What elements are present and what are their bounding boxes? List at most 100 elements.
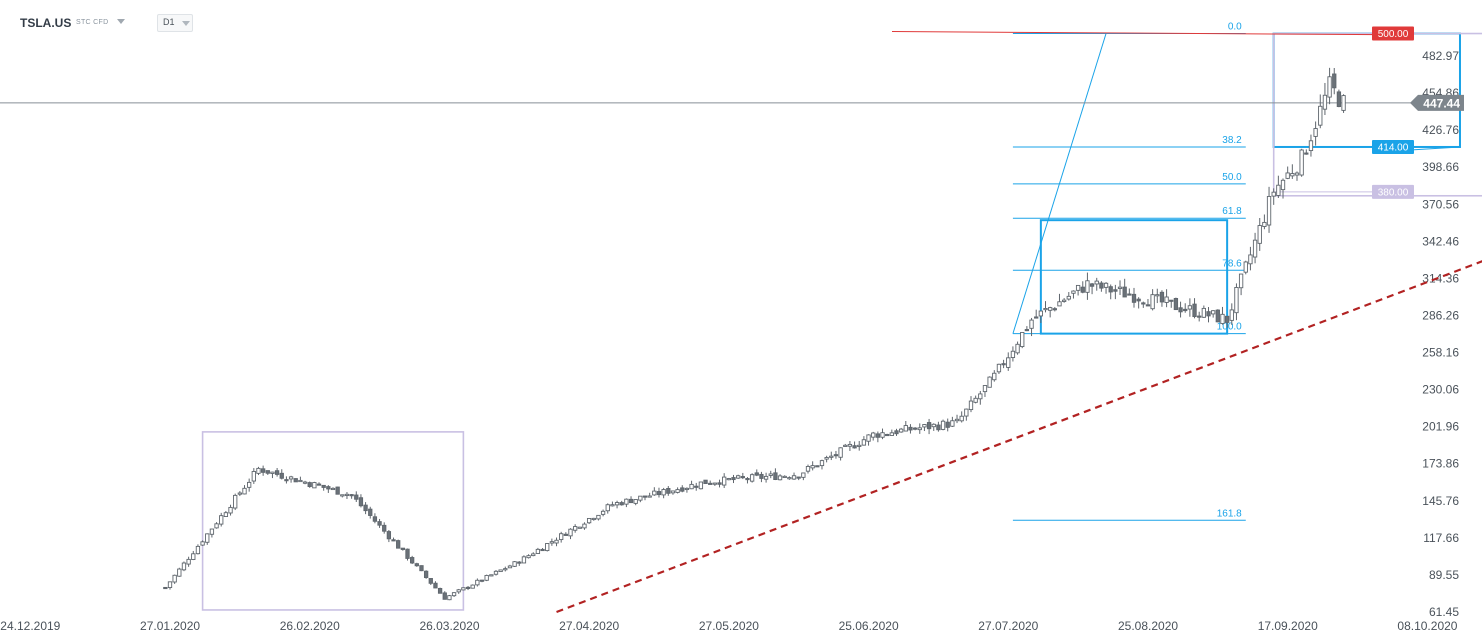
y-tick-label: 230.06 <box>1422 383 1459 397</box>
candle <box>400 547 405 550</box>
instrument-type-label: STC CFD <box>76 19 109 26</box>
candle <box>903 425 908 432</box>
candle <box>1080 286 1085 293</box>
candle <box>880 432 885 438</box>
candle <box>726 478 731 481</box>
price-label-box <box>1372 184 1414 199</box>
candle <box>1224 315 1230 323</box>
candle <box>633 499 638 504</box>
symbol-dropdown-icon[interactable] <box>117 19 125 24</box>
candle <box>279 472 284 479</box>
candle <box>1308 140 1314 152</box>
candle <box>1234 287 1239 314</box>
candle <box>526 555 531 559</box>
candle <box>554 539 559 544</box>
y-tick-label: 482.97 <box>1422 49 1459 63</box>
candle <box>344 493 350 496</box>
candle <box>1178 307 1183 313</box>
candle <box>912 427 918 430</box>
candle <box>759 473 764 479</box>
candle <box>694 485 699 488</box>
candle <box>479 579 485 582</box>
candle <box>1238 273 1244 289</box>
symbol-label[interactable]: TSLA.US <box>20 16 72 30</box>
candle <box>689 483 694 490</box>
current-price-tag <box>1410 94 1464 111</box>
candle <box>940 420 946 430</box>
candle <box>1206 311 1211 317</box>
candle <box>661 489 666 496</box>
candle <box>801 472 806 478</box>
candle <box>1248 254 1253 265</box>
price-label-text: 380.00 <box>1378 187 1409 198</box>
x-tick-label: 27.05.2020 <box>699 619 759 633</box>
candle <box>624 498 629 505</box>
candle <box>1010 350 1016 359</box>
x-tick-label: 27.01.2020 <box>140 619 200 633</box>
candle <box>386 531 392 540</box>
candle <box>1024 329 1030 332</box>
candle <box>419 565 424 572</box>
candle <box>465 586 471 589</box>
candle <box>1131 293 1137 303</box>
candle <box>1192 303 1197 318</box>
candle <box>312 482 317 489</box>
candle <box>838 447 843 458</box>
candle <box>600 510 606 515</box>
candle <box>307 482 312 487</box>
candle <box>219 515 224 525</box>
candle <box>335 486 340 495</box>
candle <box>1006 357 1011 368</box>
candle <box>787 477 792 480</box>
candle <box>638 495 643 501</box>
timeframe-select[interactable]: D1 <box>157 14 193 32</box>
candle <box>1094 280 1099 285</box>
candle <box>270 471 275 474</box>
candle <box>982 385 988 393</box>
candle <box>1290 173 1295 177</box>
candle <box>936 424 941 431</box>
candle <box>1099 282 1104 289</box>
candle <box>722 476 727 486</box>
candle <box>763 475 769 480</box>
candle <box>274 470 280 475</box>
candle <box>177 568 182 577</box>
candle <box>423 570 429 579</box>
candle <box>614 502 620 506</box>
candle <box>284 479 289 482</box>
candle <box>442 592 447 600</box>
candle <box>1173 298 1179 311</box>
fib-level-label: 38.2 <box>1222 135 1242 146</box>
candle <box>1341 95 1346 111</box>
candle <box>931 423 936 428</box>
x-tick-label: 25.06.2020 <box>839 619 899 633</box>
candle <box>1155 294 1160 297</box>
candle <box>330 487 336 491</box>
candle <box>260 468 266 473</box>
candle <box>559 533 564 541</box>
candle <box>950 420 955 427</box>
candle <box>316 483 322 486</box>
candle <box>377 521 382 526</box>
candle <box>791 475 797 480</box>
candle <box>293 478 298 483</box>
y-tick-label: 145.76 <box>1422 494 1459 508</box>
candle <box>745 478 750 481</box>
fib-level-label: 78.6 <box>1222 258 1242 269</box>
candles-group <box>163 67 1346 601</box>
candle <box>470 584 475 589</box>
candle <box>885 433 890 437</box>
candle <box>186 558 191 565</box>
candle <box>1285 172 1290 179</box>
candle <box>521 556 527 564</box>
candle <box>1108 286 1113 293</box>
candle <box>605 504 610 512</box>
candle <box>1071 290 1076 294</box>
y-tick-label: 173.86 <box>1422 457 1459 471</box>
fib-level-label: 50.0 <box>1222 172 1242 183</box>
candle <box>1294 172 1300 176</box>
x-tick-label: 26.03.2020 <box>419 619 479 633</box>
candle <box>302 481 308 484</box>
candle <box>1136 298 1141 302</box>
